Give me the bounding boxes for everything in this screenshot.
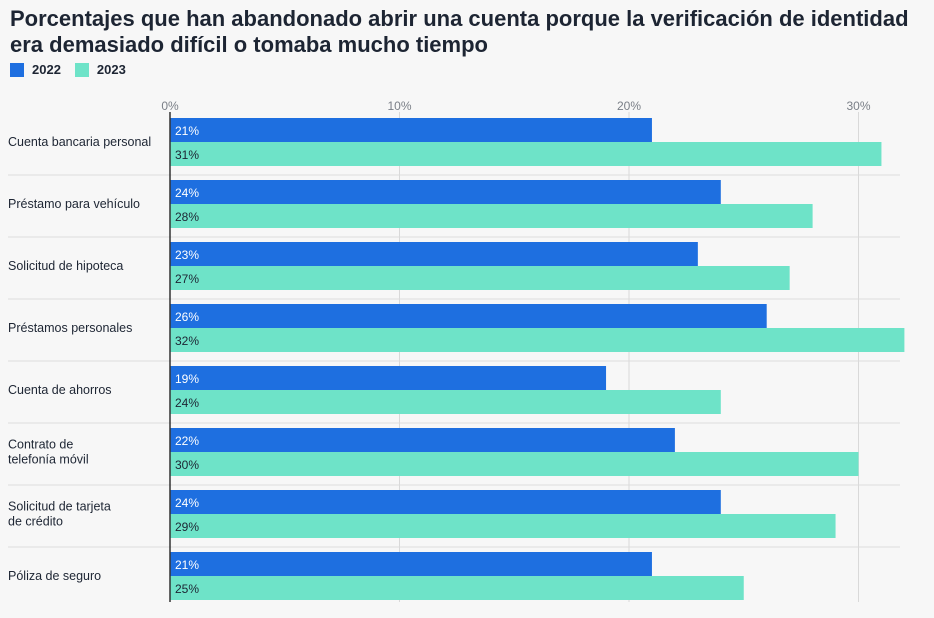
category-label: Préstamos personales xyxy=(8,321,132,335)
data-label-2023: 30% xyxy=(175,458,199,472)
x-tick-label: 30% xyxy=(846,99,870,113)
bar-2022 xyxy=(170,366,607,390)
category-label: Póliza de seguro xyxy=(8,569,101,583)
legend-swatch-2023 xyxy=(74,62,89,77)
data-label-2023: 32% xyxy=(175,334,199,348)
legend-item-2022: 2022 xyxy=(10,62,61,77)
category-label: Solicitud de hipoteca xyxy=(8,259,123,273)
legend-label-2022: 2022 xyxy=(32,62,61,77)
bar-2022 xyxy=(170,180,721,204)
bar-2023 xyxy=(170,390,721,414)
category-label: Cuenta de ahorros xyxy=(8,383,112,397)
category-label: Solicitud de tarjeta xyxy=(8,500,111,514)
category-label: Contrato de xyxy=(8,438,73,452)
category-label: Préstamo para vehículo xyxy=(8,197,140,211)
category-label: telefonía móvil xyxy=(8,453,89,467)
legend-label-2023: 2023 xyxy=(96,62,126,77)
x-tick-label: 10% xyxy=(387,99,411,113)
data-label-2022: 24% xyxy=(175,186,199,200)
bar-2023 xyxy=(170,576,744,600)
x-tick-label: 20% xyxy=(617,99,641,113)
bar-2023 xyxy=(170,328,905,352)
data-label-2023: 27% xyxy=(175,272,199,286)
bar-2023 xyxy=(170,142,882,166)
bar-2022 xyxy=(170,118,652,142)
data-label-2022: 22% xyxy=(175,434,199,448)
data-label-2022: 19% xyxy=(175,372,199,386)
data-label-2023: 29% xyxy=(175,520,199,534)
bar-2022 xyxy=(170,490,721,514)
data-label-2022: 23% xyxy=(175,248,199,262)
bar-2023 xyxy=(170,452,859,476)
x-tick-label: 0% xyxy=(161,99,179,113)
category-label: de crédito xyxy=(8,515,63,529)
data-label-2022: 21% xyxy=(175,124,199,138)
data-label-2022: 24% xyxy=(175,496,199,510)
bar-2023 xyxy=(170,514,836,538)
chart-title: Porcentajes que han abandonado abrir una… xyxy=(10,6,909,57)
bar-2023 xyxy=(170,266,790,290)
bar-2022 xyxy=(170,304,767,328)
data-label-2022: 21% xyxy=(175,558,199,572)
data-label-2023: 24% xyxy=(175,396,199,410)
data-label-2023: 31% xyxy=(175,148,199,162)
data-label-2022: 26% xyxy=(175,310,199,324)
legend-item-2023: 2023 xyxy=(74,62,126,77)
bar-2023 xyxy=(170,204,813,228)
bar-2022 xyxy=(170,552,652,576)
bar-2022 xyxy=(170,242,698,266)
bar-2022 xyxy=(170,428,675,452)
legend-swatch-2022 xyxy=(10,62,24,77)
data-label-2023: 28% xyxy=(175,210,199,224)
data-label-2023: 25% xyxy=(175,582,199,596)
category-label: Cuenta bancaria personal xyxy=(8,135,151,149)
legend: 2022 2023 xyxy=(10,62,140,77)
